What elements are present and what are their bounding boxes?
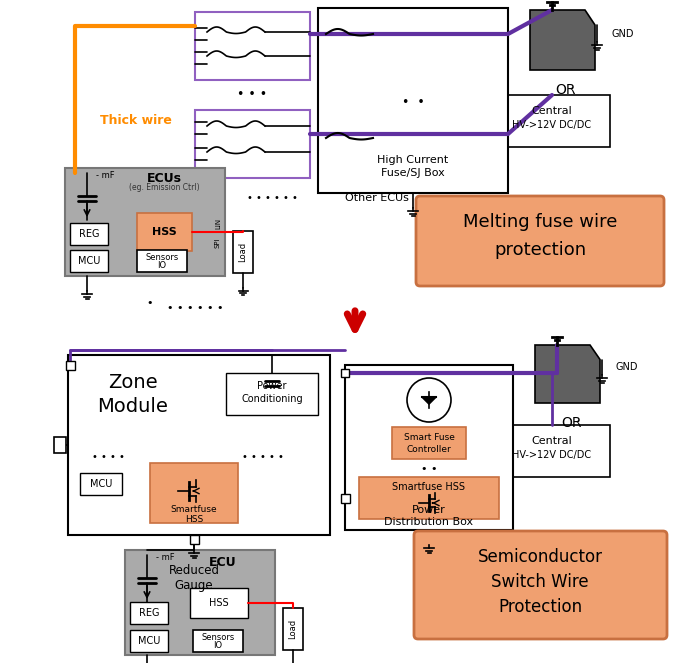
Text: Power: Power [412, 505, 446, 515]
Bar [283, 608, 303, 650]
Polygon shape [530, 10, 595, 70]
Bar [54, 437, 66, 453]
Text: Conditioning: Conditioning [241, 394, 302, 404]
Bar [193, 630, 243, 652]
Bar [341, 369, 349, 377]
Text: OR: OR [561, 416, 581, 430]
Text: Load: Load [238, 242, 247, 262]
Text: Power: Power [257, 381, 286, 391]
Text: Other ECUs: Other ECUs [345, 193, 409, 203]
Text: • • •: • • • [237, 88, 267, 101]
Text: Smartfuse HSS: Smartfuse HSS [392, 482, 466, 492]
FancyBboxPatch shape [414, 531, 667, 639]
Bar [68, 355, 330, 535]
Text: •: • [147, 298, 153, 308]
Text: Reduced: Reduced [169, 564, 220, 577]
Bar [359, 477, 499, 519]
Bar [318, 8, 508, 193]
Bar [190, 588, 248, 618]
Text: Zone: Zone [108, 373, 158, 392]
Text: HV->12V DC/DC: HV->12V DC/DC [512, 450, 592, 460]
Text: High Current: High Current [377, 155, 449, 165]
Text: GND: GND [616, 362, 638, 372]
Text: Gauge: Gauge [175, 579, 213, 591]
Text: LIN: LIN [215, 217, 221, 229]
Text: OR: OR [555, 83, 575, 97]
Text: SPI: SPI [215, 238, 221, 248]
Bar [495, 95, 610, 147]
Bar [66, 361, 75, 369]
Text: IO: IO [213, 642, 222, 650]
Text: HSS: HSS [185, 516, 203, 524]
Text: - mF: - mF [95, 172, 114, 180]
Text: • • • • •: • • • • • [242, 452, 284, 462]
Text: - mF: - mF [155, 554, 174, 562]
Bar [226, 373, 318, 415]
Text: Sensors: Sensors [201, 633, 235, 642]
Text: Central: Central [532, 106, 572, 116]
Text: Distribution Box: Distribution Box [385, 517, 473, 527]
Bar [341, 493, 349, 503]
Text: HV->12V DC/DC: HV->12V DC/DC [512, 120, 592, 130]
Text: •  •: • • [401, 97, 424, 109]
Text: MCU: MCU [138, 636, 160, 646]
Text: Melting fuse wire: Melting fuse wire [463, 213, 617, 231]
Polygon shape [422, 397, 436, 404]
Text: Load: Load [289, 619, 298, 639]
Bar [233, 231, 253, 273]
Text: REG: REG [139, 608, 159, 618]
Text: GND: GND [611, 29, 634, 39]
Bar [70, 223, 108, 245]
Text: Protection: Protection [498, 598, 582, 616]
Bar [195, 12, 310, 80]
Text: (eg. Emission Ctrl): (eg. Emission Ctrl) [129, 184, 199, 192]
Text: Fuse/SJ Box: Fuse/SJ Box [381, 168, 445, 178]
Text: Module: Module [98, 398, 169, 416]
Text: protection: protection [494, 241, 586, 259]
Circle shape [407, 378, 451, 422]
Polygon shape [535, 345, 600, 403]
Text: HSS: HSS [152, 227, 176, 237]
Text: • • • •: • • • • [91, 452, 125, 462]
Bar [70, 250, 108, 272]
Text: Sensors: Sensors [146, 253, 178, 261]
Text: • •: • • [421, 464, 437, 474]
Text: HSS: HSS [209, 598, 229, 608]
Text: IO: IO [158, 261, 167, 271]
Text: Semiconductor: Semiconductor [477, 548, 602, 566]
Text: • • • • • •: • • • • • • [167, 303, 223, 313]
Bar [130, 602, 168, 624]
Text: MCU: MCU [78, 256, 100, 266]
Bar [125, 550, 275, 655]
Bar [137, 250, 187, 272]
Text: Switch Wire: Switch Wire [491, 573, 589, 591]
Bar [392, 427, 466, 459]
Text: ECUs: ECUs [146, 172, 182, 184]
Bar [80, 473, 122, 495]
Bar [150, 463, 238, 523]
Bar [195, 110, 310, 178]
Text: MCU: MCU [90, 479, 112, 489]
Bar [190, 534, 199, 544]
Bar [65, 168, 225, 276]
Text: REG: REG [79, 229, 99, 239]
Bar [137, 213, 192, 251]
Bar [495, 425, 610, 477]
Text: Smart Fuse: Smart Fuse [404, 434, 454, 442]
Bar [130, 630, 168, 652]
Bar [345, 365, 513, 530]
Text: Smartfuse: Smartfuse [171, 505, 217, 514]
Text: Controller: Controller [406, 446, 452, 455]
FancyBboxPatch shape [416, 196, 664, 286]
Text: Central: Central [532, 436, 572, 446]
Text: ECU: ECU [208, 556, 236, 568]
Text: • • • • • •: • • • • • • [247, 193, 298, 203]
Text: Thick wire: Thick wire [100, 113, 172, 127]
